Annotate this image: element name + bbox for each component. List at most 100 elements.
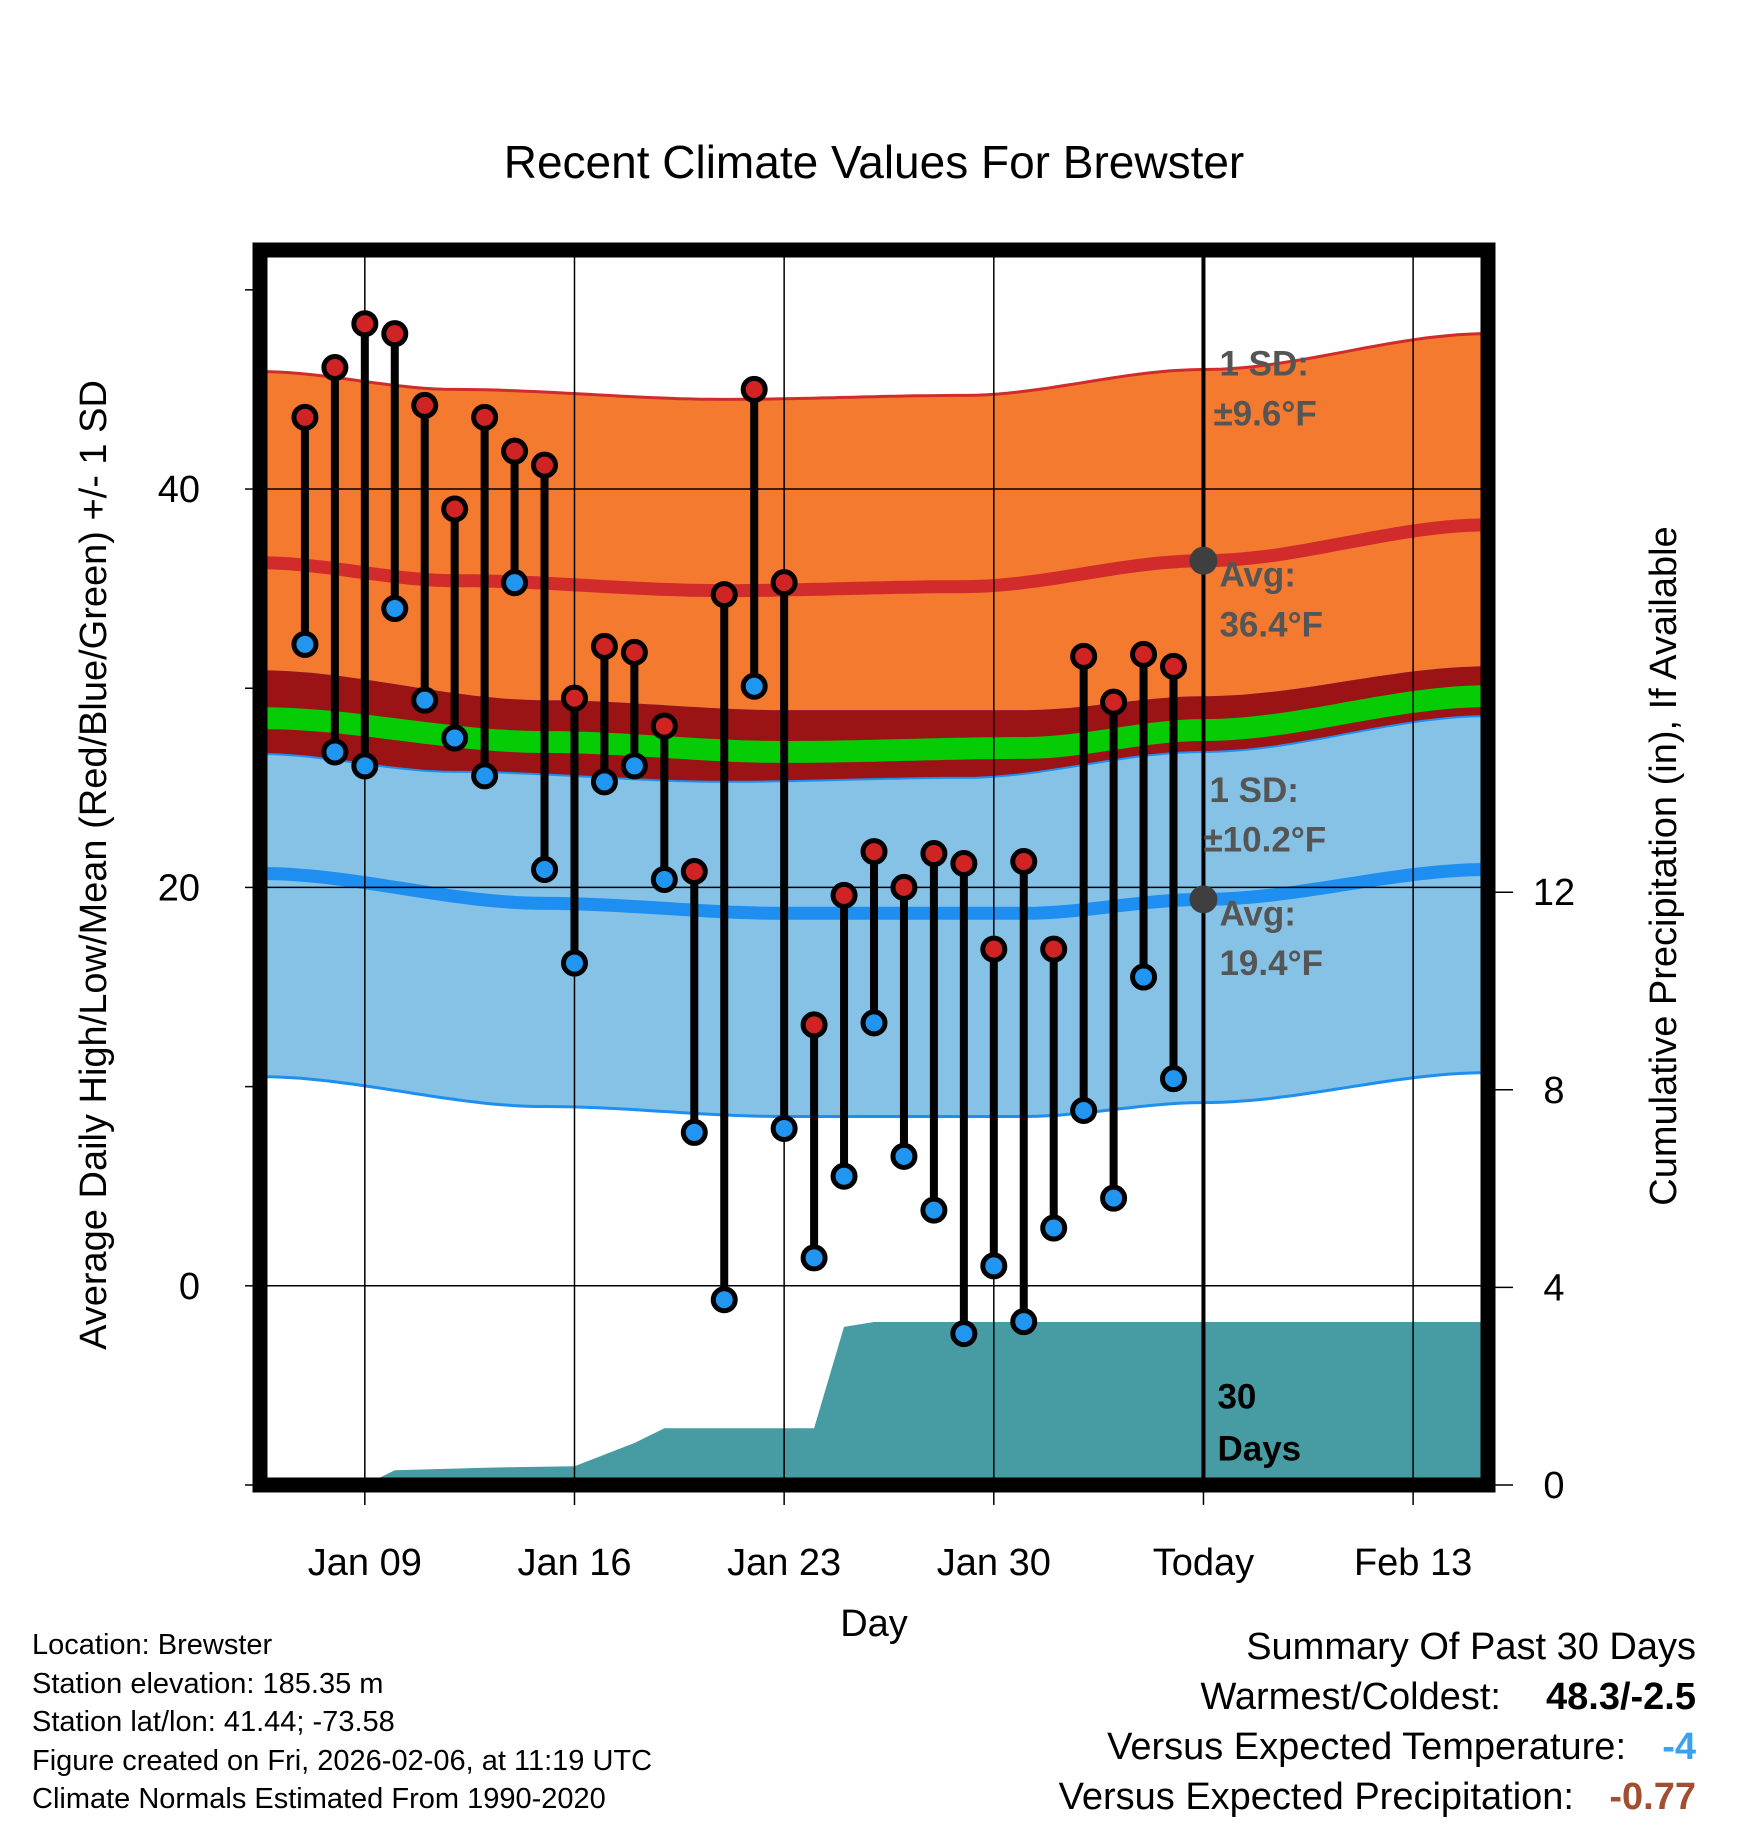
high-point <box>890 873 918 901</box>
low-sd-value: ±10.2°F <box>1203 821 1326 860</box>
low-point <box>1010 1308 1038 1336</box>
low-point <box>620 752 648 780</box>
low-point <box>680 1118 708 1146</box>
high-point <box>1010 848 1038 876</box>
high-point <box>441 495 469 523</box>
station-info: Location: Brewster Station elevation: 18… <box>32 1626 652 1819</box>
low-point <box>531 855 559 883</box>
high-sd-upper-line <box>260 332 1488 401</box>
high-point <box>1130 640 1158 668</box>
high-point <box>830 881 858 909</box>
low-point <box>1100 1184 1128 1212</box>
low-point <box>800 1244 828 1272</box>
summary-title: Summary Of Past 30 Days <box>1246 1626 1696 1668</box>
low-point <box>590 768 618 796</box>
precip-area <box>260 1322 1488 1485</box>
chart-title: Recent Climate Values For Brewster <box>504 136 1245 188</box>
high-point <box>740 375 768 403</box>
high-point <box>710 581 738 609</box>
warm-cold-label: Warmest/Coldest: <box>1200 1676 1501 1718</box>
high-sd-lower-line <box>260 715 1488 783</box>
high-point <box>770 569 798 597</box>
elevation-text: Station elevation: 185.35 m <box>32 1667 384 1700</box>
precip-value: -0.77 <box>1609 1776 1696 1818</box>
y2-tick-label: 12 <box>1533 872 1575 914</box>
high-point <box>501 437 529 465</box>
high-point <box>531 451 559 479</box>
y2-tick-label: 4 <box>1543 1267 1564 1309</box>
high-point <box>321 354 349 382</box>
mean-avg-band <box>260 685 1488 763</box>
low-point <box>381 595 409 623</box>
today-low-avg-marker <box>1189 885 1218 914</box>
warm-cold-value: 48.3/-2.5 <box>1546 1676 1696 1718</box>
high-point <box>620 638 648 666</box>
summary-panel: Summary Of Past 30 Days Warmest/Coldest:… <box>1059 1622 1696 1822</box>
low-point <box>1040 1214 1068 1242</box>
low-point <box>501 569 529 597</box>
plot-area: 1 SD: ±9.6°F Avg: 36.4°F 1 SD: ±10.2°F Avg: 19.… <box>260 250 1488 1485</box>
axes: 0 20 40 0 4 8 12 Jan 09 Jan 16 Jan 23 Jan 30 Today F… <box>158 242 1575 1584</box>
low-point <box>710 1286 738 1314</box>
summary-precip: Versus Expected Precipitation: -0.77 <box>1059 1772 1696 1822</box>
low-point <box>920 1196 948 1224</box>
low-point <box>471 762 499 790</box>
high-point <box>920 840 948 868</box>
low-point <box>980 1252 1008 1280</box>
high-point <box>471 403 499 431</box>
high-sd-value: ±9.6°F <box>1213 394 1316 433</box>
low-avg-value: 19.4°F <box>1219 944 1323 983</box>
high-point <box>560 684 588 712</box>
high-point <box>351 310 379 338</box>
low-point <box>740 672 768 700</box>
x-tick-label: Jan 09 <box>308 1542 422 1584</box>
low-point <box>1130 963 1158 991</box>
low-point <box>441 724 469 752</box>
temp-value: -4 <box>1662 1726 1696 1768</box>
high-point <box>291 403 319 431</box>
precip-label: Versus Expected Precipitation: <box>1058 1776 1574 1818</box>
low-sd-label: 1 SD: <box>1209 771 1298 810</box>
high-point <box>650 712 678 740</box>
precip-days-label: 30 <box>1217 1377 1256 1416</box>
low-sd-lower-line <box>260 1071 1488 1118</box>
today-high-avg-marker <box>1189 546 1218 575</box>
low-avg-label: Avg: <box>1219 894 1295 933</box>
precip-days-label-2: Days <box>1217 1429 1301 1468</box>
low-point <box>860 1009 888 1037</box>
high-point <box>860 838 888 866</box>
high-avg-value: 36.4°F <box>1219 605 1323 644</box>
x-tick-label: Today <box>1153 1542 1254 1584</box>
high-sd-label: 1 SD: <box>1219 344 1308 383</box>
y-tick-label: 0 <box>179 1266 200 1308</box>
high-point <box>411 391 439 419</box>
x-tick-label: Jan 16 <box>517 1542 631 1584</box>
y2-tick-label: 0 <box>1543 1465 1564 1507</box>
summary-warm-cold: Warmest/Coldest: 48.3/-2.5 <box>1059 1672 1696 1722</box>
location-text: Location: Brewster <box>32 1629 273 1661</box>
y-tick-label: 20 <box>158 867 200 909</box>
created-text: Figure created on Fri, 2026-02-06, at 11… <box>32 1744 653 1777</box>
high-point <box>590 632 618 660</box>
low-point <box>890 1142 918 1170</box>
low-point <box>1160 1065 1188 1093</box>
high-point <box>800 1011 828 1039</box>
low-point <box>650 865 678 893</box>
low-point <box>291 630 319 658</box>
temp-label: Versus Expected Temperature: <box>1107 1726 1626 1768</box>
high-point <box>680 857 708 885</box>
high-point <box>381 320 409 348</box>
x-tick-label: Jan 23 <box>727 1542 841 1584</box>
latlon-text: Station lat/lon: 41.44; -73.58 <box>32 1706 395 1738</box>
low-point <box>770 1114 798 1142</box>
x-axis-label: Day <box>840 1603 908 1645</box>
low-point <box>411 686 439 714</box>
x-tick-label: Feb 13 <box>1354 1542 1472 1584</box>
low-point <box>1070 1097 1098 1125</box>
high-point <box>1040 935 1068 963</box>
low-point <box>950 1320 978 1348</box>
y2-tick-label: 8 <box>1543 1070 1564 1112</box>
y-axis-label: Average Daily High/Low/Mean (Red/Blue/Gr… <box>73 380 115 1350</box>
plot-frame <box>252 242 1496 1493</box>
